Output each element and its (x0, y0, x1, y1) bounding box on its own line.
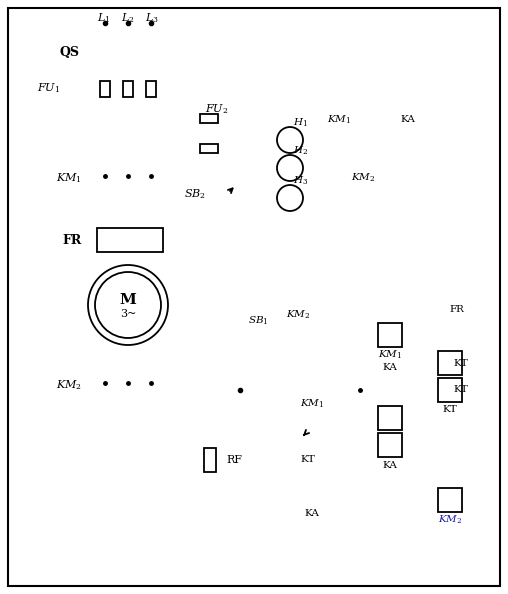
Text: FR: FR (63, 233, 82, 247)
Text: $KM_2$: $KM_2$ (351, 172, 375, 184)
Text: $KM_1$: $KM_1$ (56, 171, 82, 185)
Text: $H_1$: $H_1$ (293, 117, 308, 129)
Text: KA: KA (305, 510, 320, 519)
Text: RF: RF (226, 455, 242, 465)
Text: $L_2$: $L_2$ (121, 11, 135, 25)
Text: $KM_2$: $KM_2$ (438, 514, 462, 526)
Text: $FU_2$: $FU_2$ (205, 102, 229, 116)
Text: 3~: 3~ (120, 309, 136, 319)
Bar (200, 144, 218, 153)
Text: $FU_1$: $FU_1$ (37, 81, 60, 95)
Text: KT: KT (453, 386, 468, 394)
Text: KT: KT (301, 454, 315, 463)
Bar (100, 81, 110, 97)
Circle shape (277, 185, 303, 211)
Bar (123, 81, 133, 97)
Text: $KM_1$: $KM_1$ (327, 113, 351, 127)
Bar (378, 323, 402, 347)
Circle shape (88, 265, 168, 345)
Text: $KM_1$: $KM_1$ (300, 398, 324, 410)
Bar (438, 488, 462, 512)
Text: KT: KT (442, 406, 457, 415)
Bar (378, 406, 402, 430)
Circle shape (277, 127, 303, 153)
Text: KT: KT (453, 359, 468, 368)
Text: KA: KA (383, 434, 397, 443)
Text: KA: KA (401, 115, 416, 125)
Text: FR: FR (450, 305, 464, 314)
Text: KA: KA (383, 362, 397, 371)
Bar (146, 81, 156, 97)
Text: $H_2$: $H_2$ (293, 145, 308, 157)
Text: $SB_1$: $SB_1$ (248, 315, 268, 327)
Bar (97, 228, 163, 252)
Text: M: M (119, 293, 137, 307)
Circle shape (95, 272, 161, 338)
Text: QS: QS (60, 46, 80, 58)
Text: $L_1$: $L_1$ (97, 11, 111, 25)
Bar (204, 448, 216, 472)
Bar (438, 378, 462, 402)
Text: $KM_2$: $KM_2$ (56, 378, 82, 392)
Bar (438, 351, 462, 375)
Text: KA: KA (383, 460, 397, 469)
Text: $L_3$: $L_3$ (145, 11, 159, 25)
Text: $SB_2$: $SB_2$ (184, 187, 206, 201)
Bar (200, 113, 218, 122)
Text: $KM_1$: $KM_1$ (378, 349, 402, 361)
Text: $KM_2$: $KM_2$ (286, 309, 310, 321)
Text: $H_3$: $H_3$ (293, 175, 308, 187)
Circle shape (277, 155, 303, 181)
Bar (378, 433, 402, 457)
